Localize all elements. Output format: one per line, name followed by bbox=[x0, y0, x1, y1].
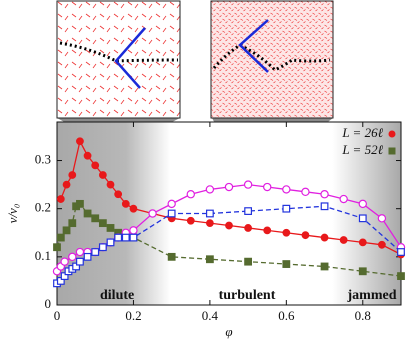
data-point bbox=[114, 233, 123, 242]
x-tick-label: 0.4 bbox=[202, 308, 219, 323]
y-tick-label: 0.1 bbox=[35, 248, 51, 263]
data-point bbox=[83, 252, 92, 261]
data-point bbox=[68, 171, 77, 179]
x-tick-label: 0.2 bbox=[125, 308, 141, 323]
data-point bbox=[68, 219, 77, 228]
data-point bbox=[106, 238, 115, 247]
data-point bbox=[62, 180, 71, 189]
region-label: jammed bbox=[347, 288, 397, 303]
data-point bbox=[358, 238, 367, 247]
data-point bbox=[129, 233, 138, 242]
x-tick-label: 0.8 bbox=[355, 308, 371, 323]
data-point bbox=[121, 233, 130, 242]
data-point bbox=[129, 226, 138, 235]
data-point bbox=[320, 190, 329, 199]
data-point bbox=[205, 185, 215, 194]
data-point bbox=[76, 199, 84, 208]
data-point bbox=[56, 195, 65, 203]
data-point bbox=[377, 214, 387, 223]
data-point bbox=[91, 161, 100, 170]
data-point bbox=[56, 233, 65, 242]
data-point bbox=[98, 243, 107, 252]
legend-label: L = 26ℓ bbox=[341, 125, 383, 140]
data-point bbox=[76, 137, 84, 146]
data-point bbox=[282, 185, 291, 194]
data-point bbox=[76, 257, 84, 266]
data-point bbox=[244, 224, 253, 232]
data-point bbox=[358, 199, 367, 209]
data-point bbox=[167, 199, 176, 209]
data-point bbox=[320, 202, 329, 211]
y-tick-label: 0 bbox=[45, 296, 52, 311]
data-point bbox=[243, 180, 253, 189]
data-point bbox=[320, 262, 329, 271]
data-point bbox=[358, 267, 367, 276]
data-point bbox=[377, 240, 386, 249]
data-point bbox=[263, 182, 272, 192]
series-line bbox=[56, 203, 402, 277]
data-point bbox=[339, 194, 348, 204]
data-point bbox=[244, 257, 253, 266]
data-point bbox=[320, 233, 329, 242]
data-point bbox=[397, 248, 405, 256]
data-point bbox=[68, 252, 77, 262]
data-point bbox=[75, 247, 85, 257]
plot-background bbox=[56, 121, 402, 306]
x-tick-label: 0.6 bbox=[278, 308, 295, 323]
data-point bbox=[167, 252, 176, 261]
data-point bbox=[282, 228, 291, 237]
data-point bbox=[98, 219, 107, 228]
data-point bbox=[98, 171, 107, 179]
data-point bbox=[114, 190, 123, 199]
data-point bbox=[358, 214, 367, 223]
data-point bbox=[282, 260, 291, 268]
data-point bbox=[339, 236, 348, 244]
data-point bbox=[397, 272, 405, 281]
data-point bbox=[83, 209, 92, 218]
data-point bbox=[53, 243, 61, 252]
data-point bbox=[244, 207, 253, 215]
legend-label: L = 52ℓ bbox=[341, 142, 383, 157]
data-point bbox=[121, 199, 130, 208]
data-point bbox=[186, 190, 195, 199]
y-axis-label: v/v₀ bbox=[5, 204, 20, 224]
data-point bbox=[205, 255, 214, 264]
data-point bbox=[167, 209, 176, 218]
legend-marker bbox=[388, 130, 396, 138]
data-point bbox=[91, 248, 100, 256]
data-point bbox=[263, 226, 272, 235]
x-tick-label: 0 bbox=[54, 308, 61, 323]
legend-marker bbox=[388, 147, 396, 155]
y-tick-label: 0.3 bbox=[35, 152, 51, 167]
data-point bbox=[225, 221, 233, 230]
data-point bbox=[60, 257, 69, 266]
data-point bbox=[91, 214, 100, 223]
data-point bbox=[224, 182, 234, 192]
data-point bbox=[301, 187, 310, 197]
data-point bbox=[129, 204, 138, 213]
x-axis-label: φ bbox=[225, 324, 232, 339]
region-label: dilute bbox=[100, 288, 134, 303]
data-point bbox=[106, 180, 115, 189]
data-point bbox=[83, 151, 92, 160]
region-label: turbulent bbox=[219, 288, 276, 303]
data-point bbox=[282, 204, 291, 213]
data-point bbox=[106, 224, 115, 232]
data-point bbox=[205, 219, 214, 228]
y-tick-label: 0.2 bbox=[35, 200, 51, 215]
data-point bbox=[301, 231, 310, 240]
data-point bbox=[62, 226, 71, 235]
data-point bbox=[186, 216, 195, 225]
data-point bbox=[148, 209, 157, 218]
data-point bbox=[205, 209, 214, 218]
